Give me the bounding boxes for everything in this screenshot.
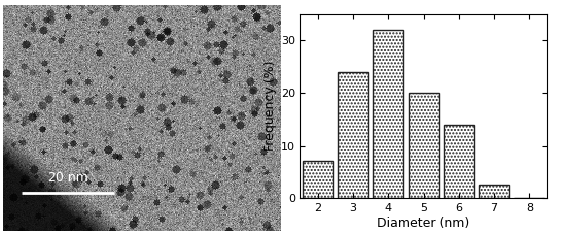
Bar: [373, 30, 403, 198]
Y-axis label: Frequency (%): Frequency (%): [264, 61, 277, 152]
Bar: [479, 185, 509, 198]
Bar: [444, 125, 474, 198]
Bar: [408, 93, 439, 198]
Bar: [303, 161, 333, 198]
Text: 20 nm: 20 nm: [48, 171, 88, 184]
Bar: [338, 72, 368, 198]
X-axis label: Diameter (nm): Diameter (nm): [378, 217, 470, 230]
